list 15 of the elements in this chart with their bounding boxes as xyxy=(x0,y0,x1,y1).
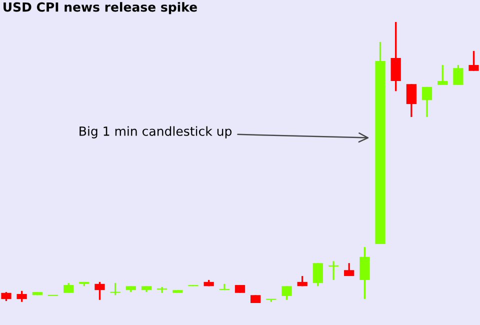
candlestick xyxy=(94,281,105,301)
candlestick xyxy=(390,21,401,92)
candlestick xyxy=(64,282,74,294)
candlestick xyxy=(406,83,416,118)
candlestick xyxy=(16,290,27,303)
candlestick xyxy=(453,64,464,86)
candlestick xyxy=(282,285,292,301)
candlestick xyxy=(422,86,432,118)
chart-title: USD CPI news release spike xyxy=(4,2,197,14)
candlestick xyxy=(312,262,323,287)
candlestick xyxy=(360,246,370,300)
candlestick xyxy=(438,64,448,86)
candlestick xyxy=(468,50,479,72)
candlestick xyxy=(344,262,354,277)
annotation: Big 1 min candlestick up xyxy=(80,126,232,138)
